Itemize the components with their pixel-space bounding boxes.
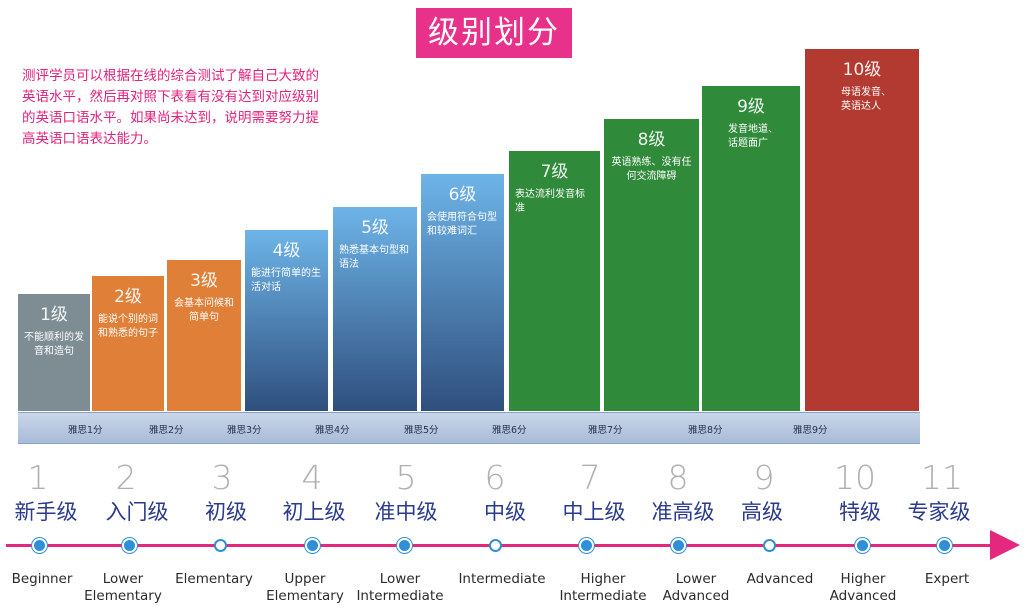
marker-filled-icon — [397, 538, 412, 553]
ielts-label: 雅思9分 — [793, 425, 828, 436]
scale-number: 4 — [301, 458, 323, 497]
marker-filled-icon — [855, 538, 870, 553]
level-bar-9: 9级 发音地道、话题面广 — [702, 86, 800, 411]
scale-number: 7 — [579, 458, 601, 497]
level-bar-label: 10级 — [842, 60, 882, 80]
marker-hollow-icon — [763, 539, 776, 552]
marker-hollow-icon — [214, 539, 227, 552]
scale-cn-label: 初级 — [205, 500, 247, 524]
level-bar-label: 2级 — [114, 287, 142, 307]
scale-en-label: Lower Advanced — [662, 571, 730, 604]
level-bar-8: 8级 英语熟练、没有任何交流障碍 — [604, 119, 699, 411]
level-bar-6: 6级 会使用符合句型和较难词汇 — [421, 174, 504, 411]
level-bar-desc: 能进行简单的生活对话 — [251, 268, 321, 293]
level-bar-1: 1级 不能顺利的发音和造句 — [18, 294, 90, 411]
scale-en-label: Intermediate — [458, 571, 546, 587]
scale-cn-label: 准高级 — [651, 500, 715, 524]
scale-number: 2 — [115, 458, 137, 497]
scale-number: 6 — [484, 458, 506, 497]
scale-cn-label: 新手级 — [14, 500, 78, 524]
ielts-label: 雅思3分 — [227, 425, 262, 436]
intro-text: 测评学员可以根据在线的综合测试了解自己大致的英语水平，然后再对照下表看有没有达到… — [22, 68, 319, 147]
scale-cn-label: 入门级 — [105, 500, 169, 524]
scale-en-label: Advanced — [746, 571, 814, 587]
level-bar-4: 4级 能进行简单的生活对话 — [245, 230, 328, 411]
scale-cn-label: 中级 — [484, 500, 526, 524]
level-bar-label: 8级 — [637, 130, 666, 150]
scale-number: 1 — [27, 458, 49, 497]
level-bar-label: 7级 — [540, 162, 569, 182]
scale-en-label: Lower Intermediate — [356, 571, 444, 604]
marker-filled-icon — [305, 538, 320, 553]
level-bar-label: 9级 — [737, 97, 765, 117]
page-title: 级别划分 — [416, 8, 572, 58]
scale-cn-label: 初上级 — [282, 500, 346, 524]
scale-en-label: Elementary — [175, 571, 253, 587]
ielts-label: 雅思2分 — [149, 425, 184, 436]
level-bar-label: 5级 — [361, 218, 389, 238]
level-bar-desc: 表达流利发音标准 — [515, 189, 585, 214]
ielts-label: 雅思8分 — [688, 425, 723, 436]
scale-number: 11 — [921, 458, 963, 497]
level-bar-desc: 能说个别的词和熟悉的句子 — [98, 314, 158, 339]
scale-en-label: Higher Intermediate — [559, 571, 647, 604]
scale-number: 9 — [753, 458, 775, 497]
level-bar-2: 2级 能说个别的词和熟悉的句子 — [92, 276, 164, 411]
ielts-label: 雅思5分 — [404, 425, 439, 436]
level-bar-desc: 不能顺利的发音和造句 — [24, 332, 84, 357]
level-bar-label: 1级 — [40, 305, 68, 325]
scale-cn-label: 中上级 — [562, 500, 626, 524]
level-bar-desc: 英语熟练、没有任何交流障碍 — [611, 157, 692, 182]
scale-en-label: Expert — [924, 571, 970, 587]
level-bar-5: 5级 熟悉基本句型和语法 — [333, 207, 417, 411]
level-bar-desc: 熟悉基本句型和语法 — [339, 245, 409, 270]
scale-en-label: Upper Elementary — [266, 571, 344, 604]
scale-en-label: Beginner — [11, 571, 73, 587]
ielts-strip: 雅思1分 雅思2分 雅思3分 雅思4分 雅思5分 雅思6分 雅思7分 雅思8分 … — [18, 412, 920, 444]
level-bar-10: 10级 母语发音、英语达人 — [805, 49, 919, 411]
scale-en-label: Lower Elementary — [84, 571, 162, 604]
scale-en-label: Higher Advanced — [829, 571, 897, 604]
level-bar-label: 6级 — [448, 185, 477, 205]
scale-number: 5 — [395, 458, 417, 497]
level-bar-desc: 发音地道、话题面广 — [728, 124, 778, 149]
marker-filled-icon — [671, 538, 686, 553]
level-bar-label: 4级 — [272, 241, 301, 261]
level-bar-desc: 母语发音、英语达人 — [841, 87, 891, 112]
level-bar-label: 3级 — [190, 271, 218, 291]
marker-hollow-icon — [489, 539, 502, 552]
arrow-right-icon — [990, 530, 1020, 560]
scale-cn-label: 准中级 — [374, 500, 438, 524]
level-bar-3: 3级 会基本问候和简单句 — [167, 260, 241, 411]
marker-filled-icon — [122, 538, 137, 553]
marker-filled-icon — [937, 538, 952, 553]
scale-cn-label: 特级 — [839, 500, 881, 524]
scale-number: 8 — [667, 458, 689, 497]
level-bar-desc: 会基本问候和简单句 — [174, 298, 234, 323]
marker-filled-icon — [579, 538, 594, 553]
ielts-label: 雅思6分 — [492, 425, 527, 436]
ielts-label: 雅思1分 — [68, 425, 103, 436]
scale-number: 10 — [834, 458, 876, 497]
ielts-label: 雅思7分 — [588, 425, 623, 436]
scale-cn-label: 高级 — [741, 500, 783, 524]
scale-cn-label: 专家级 — [907, 500, 971, 524]
level-bar-7: 7级 表达流利发音标准 — [509, 151, 600, 411]
ielts-label: 雅思4分 — [315, 425, 350, 436]
scale-number: 3 — [211, 458, 233, 497]
level-bar-desc: 会使用符合句型和较难词汇 — [427, 212, 497, 237]
marker-filled-icon — [32, 538, 47, 553]
